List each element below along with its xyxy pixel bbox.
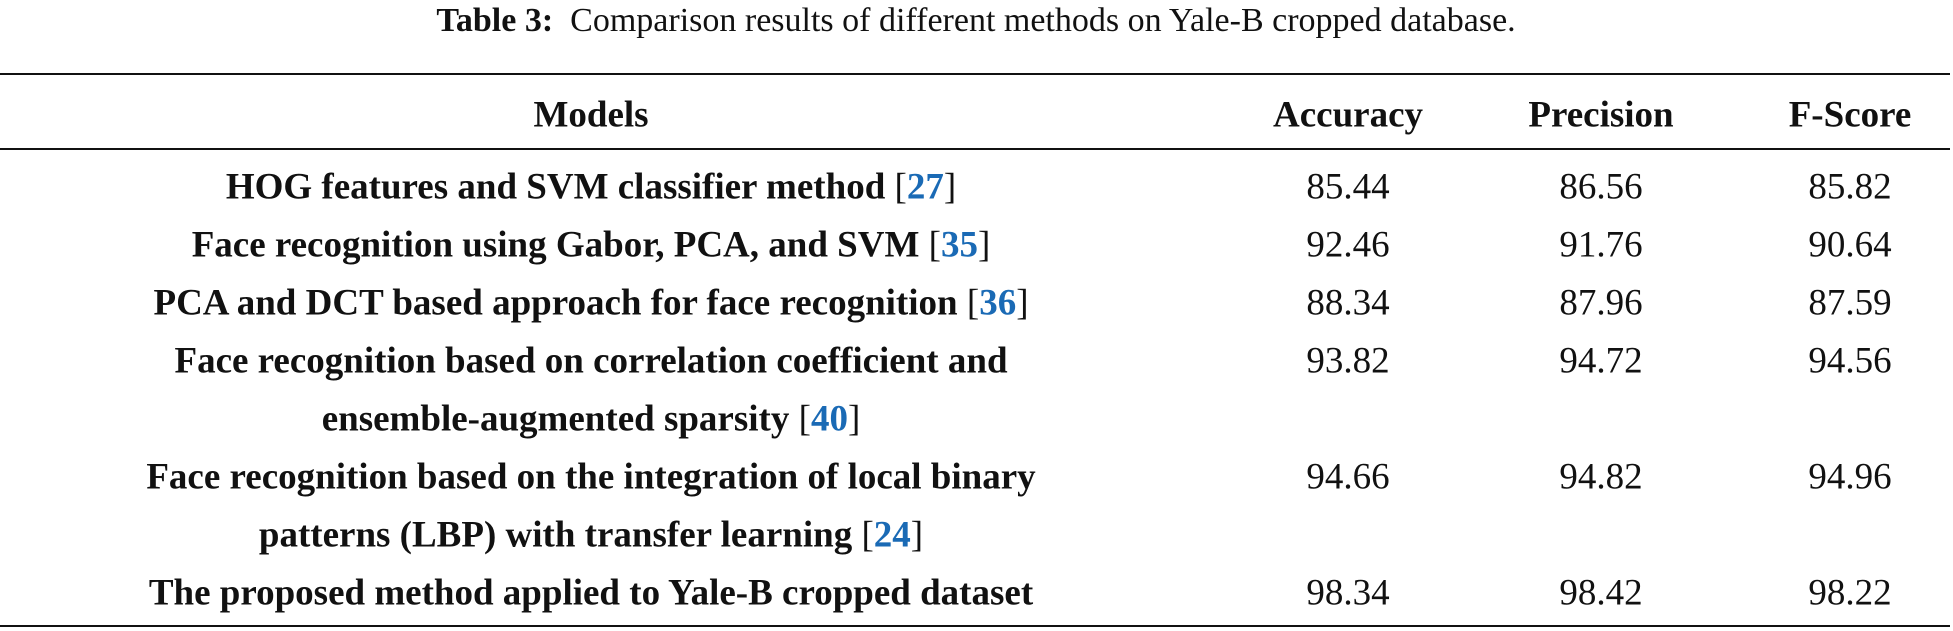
- bracket: ]: [910, 514, 924, 556]
- value-cell: 87.59: [1808, 282, 1892, 324]
- citation: 27: [906, 166, 944, 208]
- value-cell: 98.22: [1808, 572, 1892, 614]
- value-cell: 94.66: [1306, 456, 1390, 498]
- model-name: Face recognition using Gabor, PCA, and S…: [192, 227, 991, 264]
- model-name: PCA and DCT based approach for face reco…: [153, 285, 1028, 322]
- header-cell: Accuracy: [1273, 94, 1423, 136]
- header-cell: F-Score: [1788, 94, 1912, 136]
- value-cell: 88.34: [1306, 282, 1390, 324]
- value-cell: 94.82: [1559, 456, 1643, 498]
- value-cell: 91.76: [1559, 224, 1643, 266]
- value-cell: 90.64: [1808, 224, 1892, 266]
- value-cell: 92.46: [1306, 224, 1390, 266]
- bracket: [: [928, 224, 941, 266]
- value-cell: 94.72: [1559, 340, 1643, 382]
- bracket: ]: [1016, 282, 1029, 324]
- caption: Table 3: Comparison results of different…: [436, 4, 1515, 38]
- value-cell: 87.96: [1559, 282, 1643, 324]
- value-cell: 94.56: [1808, 340, 1892, 382]
- bracket: ]: [847, 398, 861, 440]
- model-name: The proposed method applied to Yale-B cr…: [149, 575, 1033, 612]
- header-cell: Models: [533, 94, 649, 136]
- model-text: patterns (LBP) with transfer learning: [258, 514, 853, 556]
- model-text: PCA and DCT based approach for face reco…: [153, 282, 958, 324]
- model-text: ensemble-augmented sparsity: [321, 398, 790, 440]
- header-rule: [0, 148, 1950, 150]
- model-name: Face recognition based on the integratio…: [146, 459, 1035, 496]
- bracket: [: [861, 514, 874, 556]
- bracket: [: [798, 398, 811, 440]
- citation: 24: [873, 514, 911, 556]
- bracket: ]: [943, 166, 957, 208]
- bracket: ]: [977, 224, 991, 266]
- model-name: ensemble-augmented sparsity [40]: [322, 401, 861, 438]
- value-cell: 98.34: [1306, 572, 1390, 614]
- citation: 36: [979, 282, 1017, 324]
- model-text: HOG features and SVM classifier method: [225, 166, 886, 208]
- model-name: patterns (LBP) with transfer learning [2…: [259, 517, 923, 554]
- top-rule: [0, 73, 1950, 75]
- model-name: HOG features and SVM classifier method […: [226, 169, 956, 206]
- value-cell: 85.82: [1808, 166, 1892, 208]
- bracket: [: [894, 166, 907, 208]
- caption-text: Comparison results of different methods …: [570, 2, 1516, 39]
- citation: 35: [940, 224, 978, 266]
- citation: 40: [810, 398, 848, 440]
- value-cell: 86.56: [1559, 166, 1643, 208]
- model-name: Face recognition based on correlation co…: [174, 343, 1007, 380]
- model-text: Face recognition using Gabor, PCA, and S…: [191, 224, 920, 266]
- model-text: The proposed method applied to Yale-B cr…: [148, 572, 1034, 614]
- model-text: Face recognition based on correlation co…: [174, 340, 1008, 382]
- value-cell: 94.96: [1808, 456, 1892, 498]
- bracket: [: [966, 282, 980, 324]
- header-cell: Precision: [1528, 94, 1674, 136]
- value-cell: 98.42: [1559, 572, 1643, 614]
- bottom-rule: [0, 625, 1950, 627]
- model-text: Face recognition based on the integratio…: [146, 456, 1036, 498]
- value-cell: 93.82: [1306, 340, 1390, 382]
- caption-label: Table 3:: [436, 2, 554, 39]
- value-cell: 85.44: [1306, 166, 1390, 208]
